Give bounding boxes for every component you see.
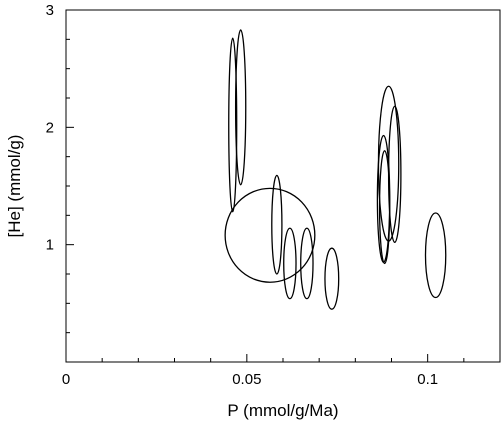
y-tick-label: 1 xyxy=(46,237,54,254)
x-tick-label: 0.05 xyxy=(232,371,261,388)
y-tick-label: 2 xyxy=(46,119,54,136)
error-ellipse xyxy=(324,247,340,310)
x-tick-label: 0.1 xyxy=(417,371,438,388)
y-tick-label: 3 xyxy=(46,2,54,19)
error-ellipse xyxy=(224,187,316,283)
error-ellipse xyxy=(271,174,283,275)
error-ellipse xyxy=(300,227,314,300)
error-ellipse xyxy=(378,150,391,265)
plot-frame xyxy=(65,9,501,363)
x-tick-label: 0 xyxy=(62,371,70,388)
error-ellipse xyxy=(283,227,297,300)
error-ellipse xyxy=(424,212,447,299)
x-axis-label: P (mmol/g/Ma) xyxy=(227,401,338,420)
y-axis-label: [He] (mmol/g) xyxy=(5,135,24,238)
error-ellipse xyxy=(234,29,247,186)
error-ellipse xyxy=(228,37,238,213)
